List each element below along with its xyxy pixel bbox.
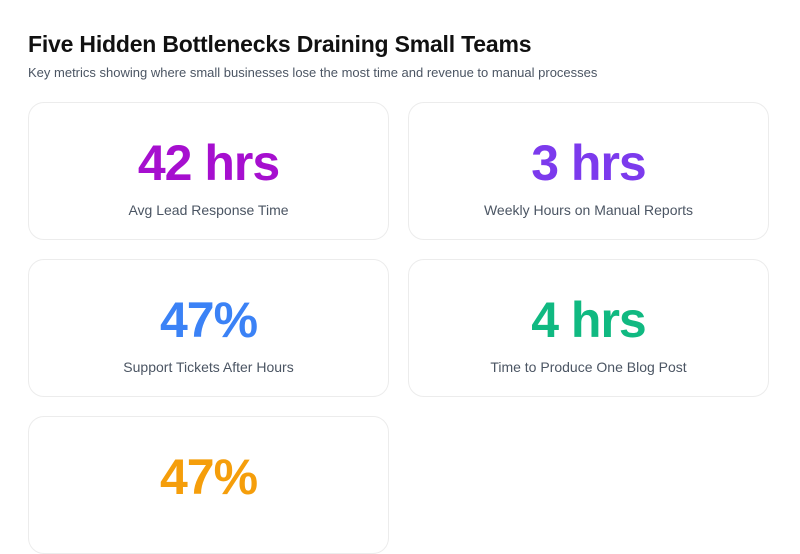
page-subtitle: Key metrics showing where small business… [28,65,598,80]
metric-label: Avg Lead Response Time [128,202,289,218]
metric-value: 47% [159,449,258,505]
metric-value: 4 hrs [531,292,647,348]
metric-card-support-tickets: 47% Support Tickets After Hours [28,259,389,397]
page-title: Five Hidden Bottlenecks Draining Small T… [28,31,532,57]
metric-card-lead-response: 42 hrs Avg Lead Response Time [28,102,389,240]
metric-label: Support Tickets After Hours [123,359,294,375]
metric-value: 47% [159,292,258,348]
metric-label: Time to Produce One Blog Post [490,359,687,375]
metric-card-fifth: 47% [28,416,389,554]
metric-label: Weekly Hours on Manual Reports [483,202,694,218]
metric-card-blog-post: 4 hrs Time to Produce One Blog Post [408,259,769,397]
metric-value: 3 hrs [531,135,647,191]
metric-value: 42 hrs [137,135,280,191]
metric-card-manual-reports: 3 hrs Weekly Hours on Manual Reports [408,102,769,240]
